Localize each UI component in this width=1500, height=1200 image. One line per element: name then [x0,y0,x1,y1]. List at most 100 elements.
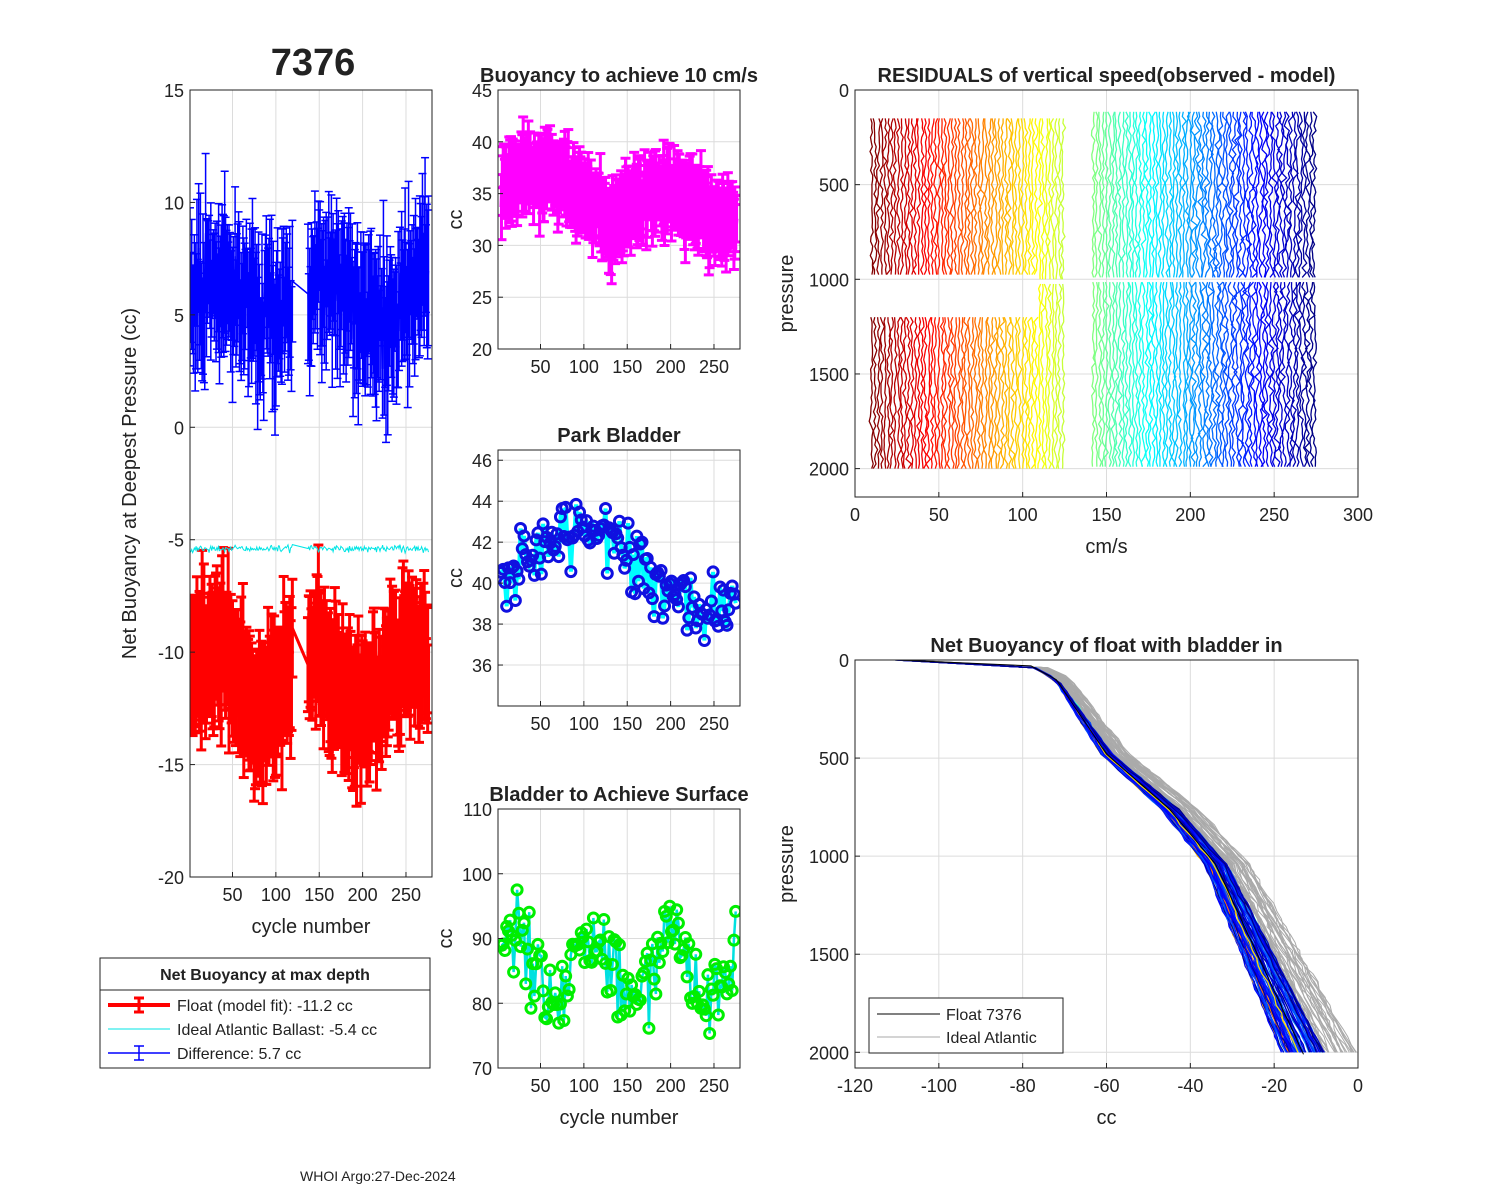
tick-label-x: 200 [348,885,378,905]
surface-point [519,977,533,991]
legend-diff-swatch [108,1045,170,1061]
residual-profile [1300,111,1308,278]
residual-profile [1267,111,1275,278]
residual-profile [1020,317,1026,469]
tick-label-y: 70 [472,1059,492,1079]
residual-profile [1296,111,1304,278]
tick-label-y: -15 [158,756,184,776]
park-point [652,569,666,583]
residual-profile [919,118,925,275]
residual-profile [1007,317,1013,469]
x-axis-label: cycle number [560,1107,679,1129]
park-point [715,604,729,618]
residual-profile [1210,282,1218,467]
residual-profile [1160,281,1166,467]
residual-profile [1154,111,1160,278]
park-point [677,574,691,588]
legend-title: Net Buoyancy at max depth [160,967,370,984]
tick-label-y: 45 [472,81,492,101]
tick-label-x: 50 [222,885,242,905]
surface-point [515,923,529,937]
residual-profile [1093,111,1100,278]
surface-point [517,916,531,930]
tick-label-x: -120 [837,1076,873,1096]
chart-title: Buoyancy to achieve 10 cm/s [480,65,758,87]
park-point [704,594,718,608]
residual-profile [982,118,989,275]
residual-profile [1259,281,1268,468]
residual-profile [885,118,891,275]
residual-profile [929,118,935,275]
surface-point [706,988,720,1002]
residual-profile [1091,281,1097,467]
residual-profile [979,118,986,275]
tick-label-y: -5 [168,531,184,551]
residual-profile [1137,111,1143,278]
residual-profile [1206,281,1215,467]
residual-profile [1000,118,1005,275]
surface-point [548,986,562,1000]
residual-profile [1190,111,1199,278]
residual-profile [1262,111,1271,278]
residual-profile [956,317,963,469]
surface-point [560,989,574,1003]
residual-profile [1164,111,1171,278]
tick-label-x: 100 [569,714,599,734]
surface-point [520,942,534,956]
residual-profile [966,118,972,275]
residual-profile [949,316,956,469]
legend-diff-label: Difference: 5.7 cc [177,1046,301,1063]
chart-title: RESIDUALS of vertical speed(observed - m… [878,65,1336,87]
park-point [689,621,703,635]
tick-label-x: 250 [391,885,421,905]
residual-profile [963,317,969,469]
float-id-title: 7376 [271,42,356,84]
tick-label-y: 35 [472,185,492,205]
residual-profile [1270,281,1279,467]
chart-title: Net Buoyancy of float with bladder in [930,635,1282,657]
surface-point [675,949,689,963]
surface-point [612,938,626,952]
surface-point [543,963,557,977]
residual-profile [945,118,952,275]
residual-profile [1133,111,1140,278]
residual-profile [1212,111,1221,278]
residual-profile [939,317,945,469]
x-axis-label: cm/s [1085,536,1127,558]
residual-profile [1143,111,1150,278]
residual-profile [926,118,931,275]
residual-profile [1193,111,1201,278]
residual-profile [1283,281,1292,468]
residual-profile [871,118,878,275]
residual-profile [996,118,1002,275]
residual-profile [1167,282,1173,467]
tick-label-y: 500 [819,749,849,769]
residual-profile [1310,111,1318,278]
residual-profile [1184,282,1190,467]
residual-profile [1240,282,1249,467]
residual-profile [1216,111,1224,278]
residual-profile [1017,118,1022,275]
park-point [574,513,588,527]
tick-label-x: 200 [1175,505,1205,525]
float-series-line [190,603,430,750]
residual-profile [1174,111,1180,278]
residual-profile [942,317,949,469]
residual-profile [1050,118,1056,280]
park-point [618,561,632,575]
residual-profile [956,118,963,275]
residual-profile [1027,118,1033,275]
residual-profile [1144,282,1150,467]
residual-profile [1140,281,1147,467]
tick-label-y: 1000 [809,270,849,290]
residual-profile [1294,111,1302,278]
residual-profile [953,317,959,469]
residual-profile [1286,111,1294,278]
residual-profile [1196,111,1204,278]
residual-profile [1123,281,1130,467]
surface-point [559,969,573,983]
chart-title: Park Bladder [557,425,681,447]
surface-point [682,937,696,951]
residual-profile [1032,118,1039,275]
